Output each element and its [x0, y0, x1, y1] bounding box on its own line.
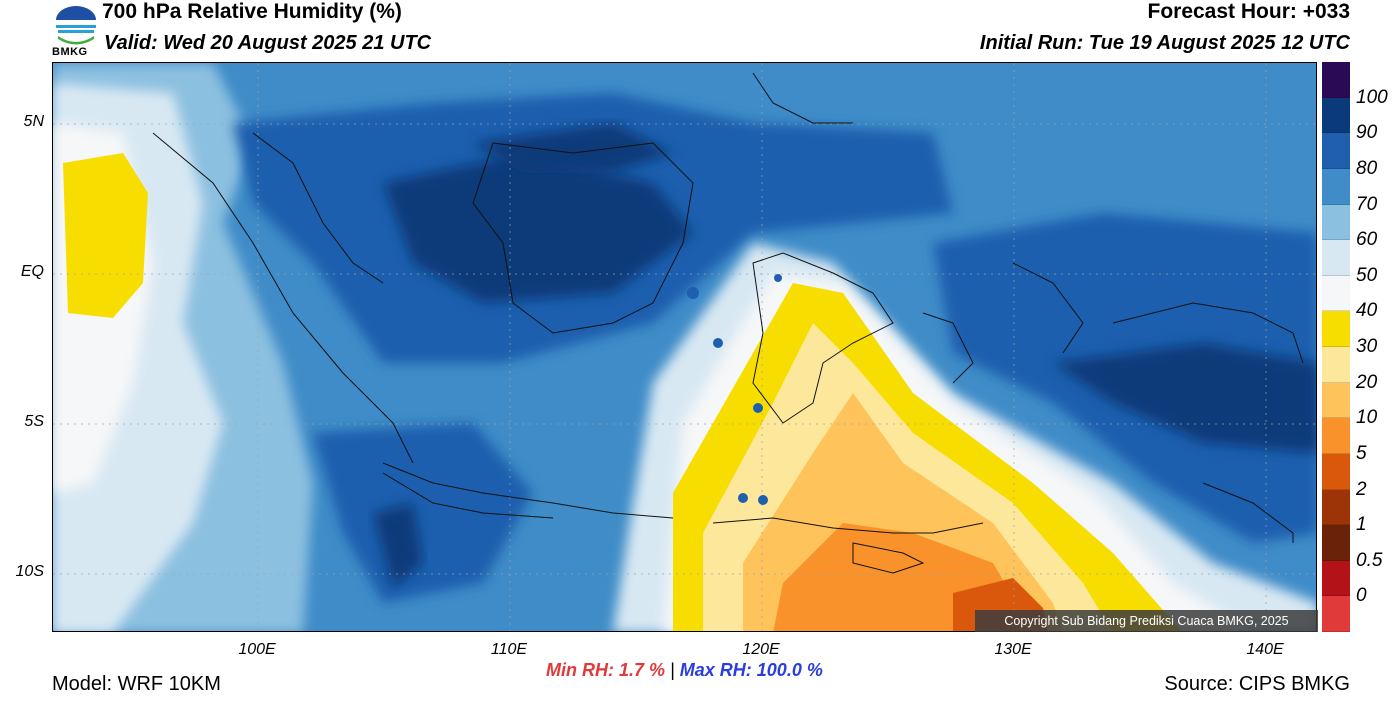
- colorbar-segment: [1322, 204, 1350, 241]
- logo-text: BMKG: [52, 46, 88, 58]
- colorbar-label: 30: [1356, 336, 1378, 357]
- lat-label-eq: EQ: [20, 263, 44, 280]
- colorbar-label: 100: [1356, 86, 1388, 108]
- colorbar-segment: [1322, 97, 1350, 134]
- lon-label-100e: 100E: [238, 641, 276, 658]
- colorbar-segment: [1322, 418, 1350, 454]
- bmkg-logo-icon: [52, 2, 100, 58]
- model-name: Model: WRF 10KM: [52, 673, 221, 695]
- colorbar-segment: [1322, 240, 1350, 276]
- colorbar-label: 5: [1356, 442, 1367, 464]
- colorbar-label: 80: [1356, 157, 1378, 179]
- lon-label-120e: 120E: [742, 641, 780, 658]
- lat-label-10s: 10S: [15, 563, 44, 580]
- colorbar-segment: [1322, 275, 1350, 312]
- colorbar-label: 90: [1356, 122, 1378, 144]
- max-rh-label: Max RH:: [679, 660, 752, 680]
- colorbar: [1322, 62, 1350, 632]
- colorbar-segment: [1322, 596, 1350, 632]
- source-name: Source: CIPS BMKG: [1164, 673, 1350, 695]
- copyright-notice: Copyright Sub Bidang Prediksi Cuaca BMKG…: [975, 610, 1318, 632]
- colorbar-label: 70: [1356, 193, 1378, 215]
- lat-label-5n: 5N: [23, 113, 44, 130]
- forecast-hour: Forecast Hour: +033: [1147, 0, 1351, 23]
- lon-label-130e: 130E: [994, 641, 1032, 658]
- lat-label-5s: 5S: [24, 413, 44, 430]
- colorbar-segment: [1322, 489, 1350, 526]
- initial-run: Initial Run: Tue 19 August 2025 12 UTC: [979, 32, 1350, 54]
- colorbar-label: 60: [1356, 229, 1378, 251]
- colorbar-label: 1: [1356, 514, 1367, 536]
- colorbar-label: 0: [1356, 585, 1367, 607]
- colorbar-label: 0.5: [1356, 549, 1383, 571]
- min-rh-label: Min RH:: [546, 660, 614, 680]
- min-rh-value: 1.7 %: [619, 660, 666, 680]
- colorbar-segment: [1322, 311, 1350, 347]
- lon-label-110e: 110E: [490, 641, 528, 658]
- colorbar-label: 40: [1356, 300, 1378, 322]
- colorbar-label: 50: [1356, 264, 1378, 286]
- stats-separator: |: [670, 660, 675, 680]
- max-rh-value: 100.0 %: [756, 660, 823, 680]
- colorbar-segment: [1322, 133, 1350, 169]
- rh-stats: Min RH: 1.7 % | Max RH: 100.0 %: [546, 660, 823, 681]
- chart-title: 700 hPa Relative Humidity (%): [102, 0, 402, 23]
- colorbar-segment: [1322, 168, 1350, 205]
- humidity-map: [52, 62, 1317, 632]
- colorbar-segment: [1322, 525, 1350, 561]
- colorbar-segment: [1322, 382, 1350, 419]
- lon-label-140e: 140E: [1246, 641, 1284, 658]
- colorbar-segment: [1322, 347, 1350, 383]
- colorbar-label: 10: [1356, 407, 1378, 429]
- colorbar-label: 2: [1356, 478, 1367, 500]
- colorbar-segment: [1322, 62, 1350, 98]
- colorbar-label: 20: [1356, 371, 1378, 393]
- colorbar-segment: [1322, 453, 1350, 490]
- colorbar-segment: [1322, 560, 1350, 597]
- valid-time: Valid: Wed 20 August 2025 21 UTC: [104, 32, 432, 54]
